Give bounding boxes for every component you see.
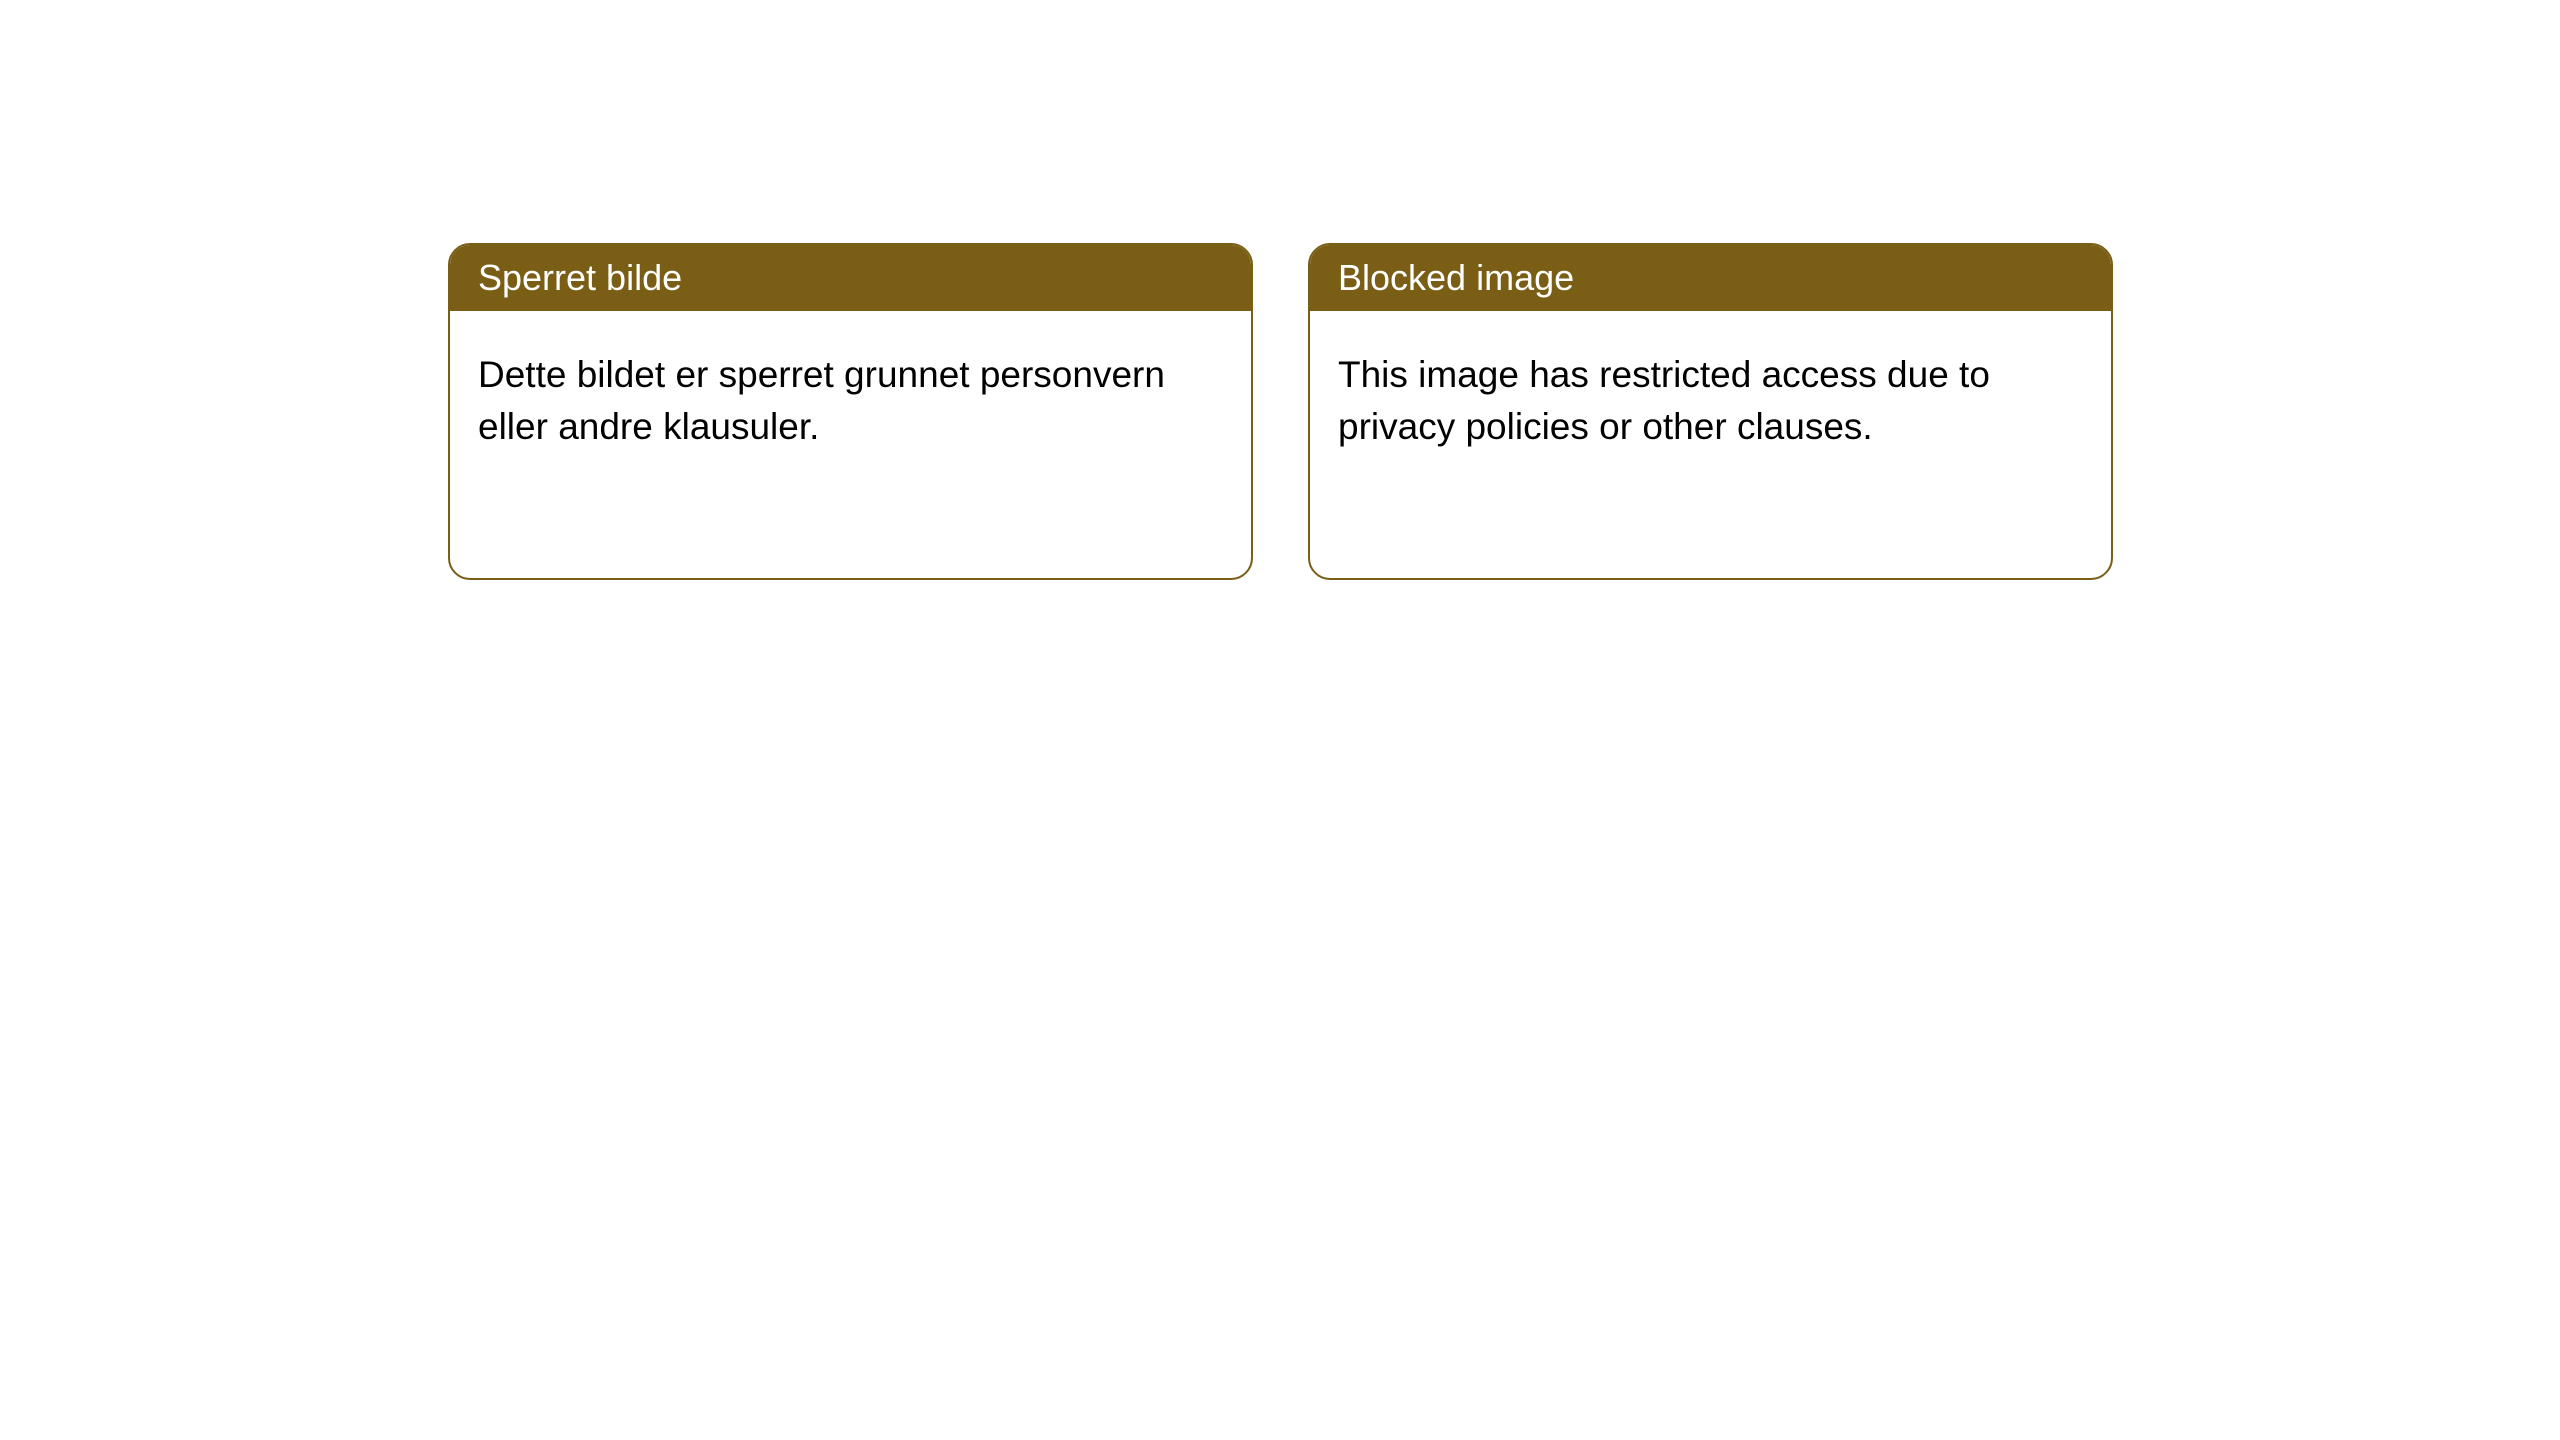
card-title: Sperret bilde xyxy=(478,257,682,298)
card-header: Sperret bilde xyxy=(450,245,1251,311)
blocked-image-card-no: Sperret bilde Dette bildet er sperret gr… xyxy=(448,243,1253,580)
card-body-text: This image has restricted access due to … xyxy=(1338,354,1990,447)
card-body: This image has restricted access due to … xyxy=(1310,311,2111,491)
blocked-image-card-en: Blocked image This image has restricted … xyxy=(1308,243,2113,580)
card-body: Dette bildet er sperret grunnet personve… xyxy=(450,311,1251,491)
notice-cards-container: Sperret bilde Dette bildet er sperret gr… xyxy=(448,243,2113,580)
card-header: Blocked image xyxy=(1310,245,2111,311)
card-body-text: Dette bildet er sperret grunnet personve… xyxy=(478,354,1165,447)
card-title: Blocked image xyxy=(1338,257,1574,298)
